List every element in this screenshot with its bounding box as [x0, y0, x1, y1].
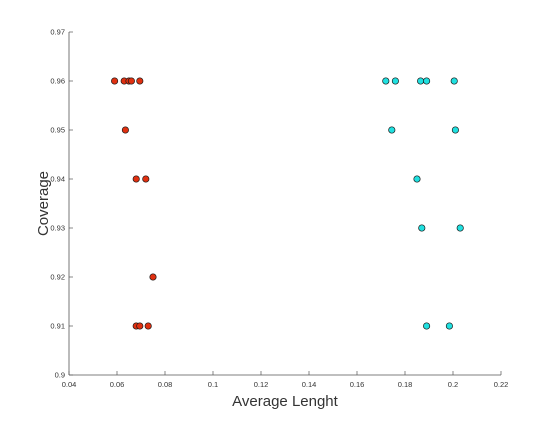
- x-tick-label: 0.14: [302, 380, 317, 389]
- y-axis-label: Coverage: [35, 171, 52, 236]
- data-point-series-2: [388, 126, 396, 134]
- data-point-series-2: [418, 224, 426, 232]
- data-point-series-2: [382, 77, 390, 85]
- data-point-series-2: [391, 77, 399, 85]
- y-tick-label: 0.97: [50, 28, 65, 37]
- data-point-series-1: [142, 175, 150, 183]
- data-point-series-2: [445, 322, 453, 330]
- data-points: [111, 77, 464, 330]
- data-point-series-2: [451, 126, 459, 134]
- x-tick-label: 0.08: [158, 380, 173, 389]
- y-tick-label: 0.93: [50, 224, 65, 233]
- x-tick-label: 0.12: [254, 380, 269, 389]
- data-point-series-1: [111, 77, 119, 85]
- y-tick-label: 0.9: [55, 371, 65, 380]
- data-point-series-2: [423, 77, 431, 85]
- ticks: 0.04 0.06 0.08 0.1 0.12 0.14 0.16 0.18 0.2 0.22 0.…: [50, 28, 508, 390]
- x-tick-label: 0.1: [208, 380, 218, 389]
- data-point-series-2: [423, 322, 431, 330]
- data-point-series-2: [456, 224, 464, 232]
- data-point-series-1: [149, 273, 157, 281]
- y-tick-label: 0.91: [50, 322, 65, 331]
- x-tick-label: 0.04: [62, 380, 77, 389]
- y-tick-label: 0.94: [50, 175, 65, 184]
- data-point-series-1: [127, 77, 135, 85]
- y-tick-label: 0.92: [50, 273, 65, 282]
- y-tick-label: 0.96: [50, 77, 65, 86]
- data-point-series-1: [136, 322, 144, 330]
- y-tick-label: 0.95: [50, 126, 65, 135]
- x-tick-label: 0.2: [448, 380, 458, 389]
- data-point-series-2: [450, 77, 458, 85]
- data-point-series-1: [144, 322, 152, 330]
- x-tick-label: 0.16: [350, 380, 365, 389]
- x-tick-label: 0.22: [494, 380, 509, 389]
- x-axis-label: Average Lenght: [232, 393, 338, 410]
- data-point-series-2: [417, 77, 425, 85]
- axes: [68, 32, 501, 376]
- x-tick-label: 0.18: [398, 380, 413, 389]
- data-point-series-1: [136, 77, 144, 85]
- x-tick-label: 0.06: [110, 380, 125, 389]
- data-point-series-2: [413, 175, 421, 183]
- data-point-series-1: [121, 126, 129, 134]
- data-point-series-1: [132, 175, 140, 183]
